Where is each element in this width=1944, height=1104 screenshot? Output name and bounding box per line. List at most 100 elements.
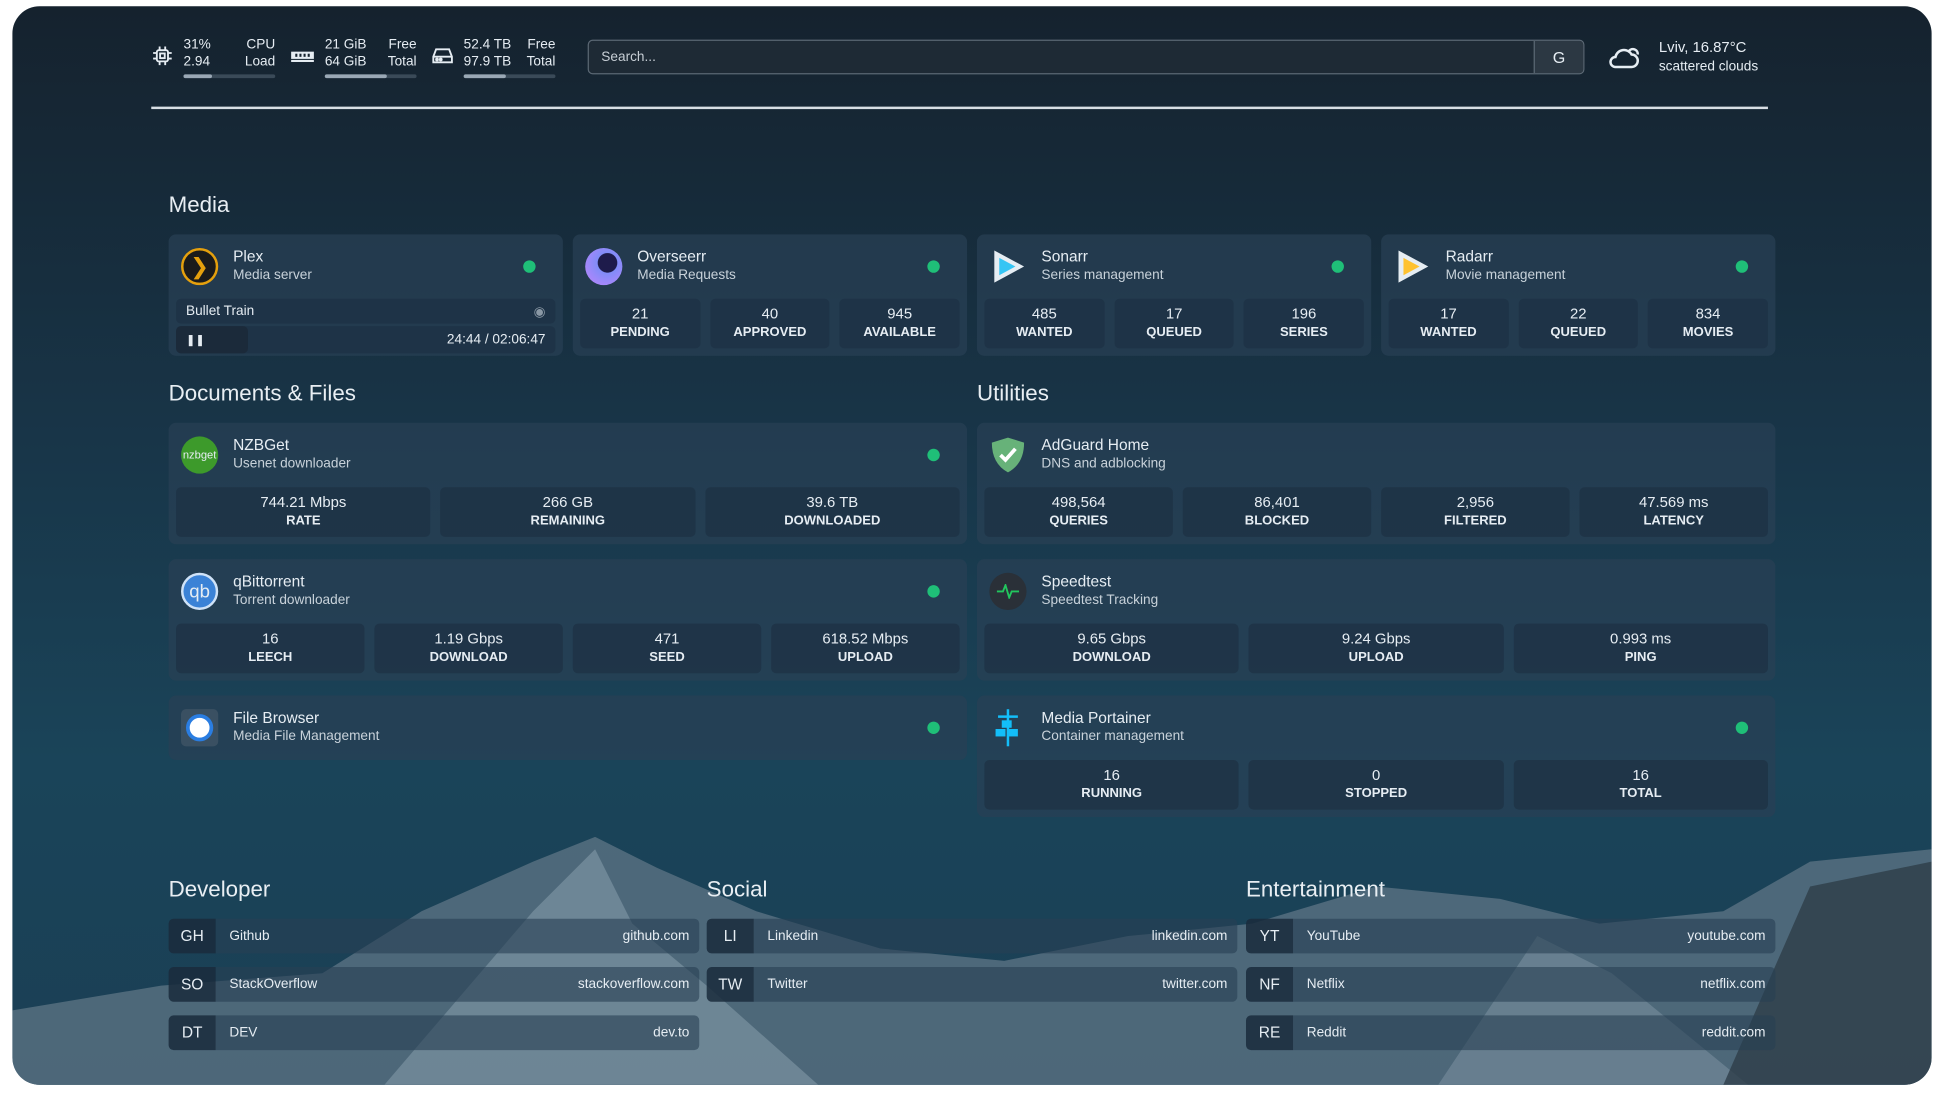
- weather-location: Lviv, 16.87°C: [1658, 38, 1747, 56]
- bookmark-github[interactable]: GH Github github.com: [168, 918, 700, 954]
- search-input[interactable]: [588, 40, 1532, 74]
- stat-label: LATENCY: [1643, 513, 1704, 529]
- stat-value: 16: [1103, 766, 1120, 784]
- stat-label: TOTAL: [1619, 786, 1662, 801]
- service-card-plex[interactable]: ❯ Plex Media server Bullet Train ◉ ❚❚ 24:44 /…: [168, 234, 563, 356]
- cpu-icon: [151, 44, 183, 70]
- weather-widget[interactable]: Lviv, 16.87°C scattered clouds: [1607, 37, 1758, 77]
- bookmark-linkedin[interactable]: LI Linkedin linkedin.com: [706, 918, 1238, 954]
- stat-value: 2,956: [1456, 493, 1494, 511]
- service-card-nzbget[interactable]: nzbget NZBGet Usenet downloader 744.21 Mbps…: [168, 422, 968, 545]
- now-playing[interactable]: Bullet Train ◉: [176, 298, 556, 324]
- service-name: Radarr: [1445, 247, 1493, 266]
- top-bar: 31% CPU 2.94 Load 21 GiB Free 64 GiB Total 52.4 …: [151, 31, 1768, 83]
- stat-label: WANTED: [1420, 324, 1477, 340]
- stat-queued: 17 QUEUED: [1114, 298, 1235, 349]
- bookmark-twitter[interactable]: TW Twitter twitter.com: [706, 967, 1238, 1002]
- bookmark-url: dev.to: [653, 1025, 690, 1041]
- memory-usage-bar: [324, 74, 417, 79]
- bookmark-abbr: GH: [168, 918, 216, 954]
- memory-label: Free: [388, 37, 417, 53]
- stat-label: RUNNING: [1081, 786, 1143, 801]
- stat-label: DOWNLOAD: [429, 649, 508, 665]
- stat-label: BLOCKED: [1244, 513, 1310, 529]
- bookmark-reddit[interactable]: RE Reddit reddit.com: [1245, 1015, 1776, 1051]
- bookmark-youtube[interactable]: YT YouTube youtube.com: [1245, 918, 1776, 954]
- stat-value: 196: [1291, 304, 1317, 323]
- service-name: Overseerr: [637, 247, 707, 266]
- stat-upload: 618.52 Mbps UPLOAD: [771, 623, 960, 674]
- stat-label: DOWNLOAD: [1072, 649, 1151, 665]
- stat-label: QUERIES: [1049, 513, 1108, 529]
- disk-icon: [431, 45, 463, 69]
- portainer-icon: [989, 709, 1041, 747]
- service-card-sonarr[interactable]: Sonarr Series management 485 WANTED 17 QUEUED…: [976, 234, 1372, 356]
- stat-series: 196 SERIES: [1243, 298, 1364, 349]
- stat-value: 40: [761, 304, 779, 323]
- stat-label: SERIES: [1279, 324, 1328, 340]
- bookmark-abbr: TW: [706, 967, 754, 1002]
- pulse-icon: [989, 572, 1041, 610]
- service-name: File Browser: [233, 709, 320, 727]
- status-dot: [927, 448, 940, 462]
- stat-label: AVAILABLE: [863, 324, 936, 340]
- stat-value: 834: [1695, 304, 1721, 323]
- bookmark-name: YouTube: [1306, 928, 1361, 944]
- service-name: AdGuard Home: [1041, 436, 1150, 454]
- bookmark-name: Github: [229, 928, 270, 944]
- bookmark-stackoverflow[interactable]: SO StackOverflow stackoverflow.com: [168, 967, 700, 1002]
- stat-queries: 498,564 QUERIES: [984, 487, 1173, 537]
- stat-label: WANTED: [1016, 324, 1073, 340]
- memory-icon: [290, 46, 325, 67]
- stat-value: 86,401: [1254, 493, 1300, 511]
- stat-queued: 22 QUEUED: [1518, 298, 1639, 349]
- pause-icon[interactable]: ❚❚: [185, 332, 205, 346]
- search-box[interactable]: Search... G: [587, 39, 1585, 75]
- service-card-qbittorrent[interactable]: qb qBittorrent Torrent downloader 16 LEECH 1.…: [168, 559, 968, 681]
- stat-value: 498,564: [1051, 493, 1106, 511]
- stat-approved: 40 APPROVED: [709, 298, 830, 349]
- service-card-adguard[interactable]: AdGuard Home DNS and adblocking 498,564 QUE…: [976, 422, 1776, 545]
- bookmark-netflix[interactable]: NF Netflix netflix.com: [1245, 967, 1776, 1002]
- cpu-label-2: Load: [244, 54, 276, 70]
- status-dot: [927, 260, 940, 273]
- stat-total: 16 TOTAL: [1513, 759, 1768, 810]
- stat-value: 945: [887, 304, 913, 323]
- transcode-icon: ◉: [533, 304, 546, 320]
- stat-label: SEED: [649, 649, 685, 665]
- bookmark-name: Reddit: [1306, 1025, 1347, 1041]
- stat-remaining: 266 GB REMAINING: [440, 487, 696, 537]
- service-card-radarr[interactable]: Radarr Movie management 17 WANTED 22 QUEUED 83…: [1381, 234, 1776, 356]
- playback-time: 24:44 / 02:06:47: [446, 332, 546, 348]
- service-card-overseerr[interactable]: Overseerr Media Requests 21 PENDING 40 APPROV…: [572, 234, 968, 356]
- service-card-filebrowser[interactable]: File Browser Media File Management: [168, 695, 968, 760]
- service-card-speedtest[interactable]: Speedtest Speedtest Tracking 9.65 Gbps DOWN…: [976, 559, 1776, 681]
- cloud-icon: [1609, 47, 1640, 69]
- search-provider-button[interactable]: G: [1533, 40, 1584, 74]
- memory-value: 21 GiB: [324, 37, 367, 53]
- service-description: Movie management: [1445, 267, 1566, 283]
- service-name: Media Portainer: [1041, 709, 1151, 727]
- stat-label: QUEUED: [1550, 324, 1607, 340]
- bookmark-abbr: SO: [168, 967, 216, 1002]
- service-description: Series management: [1041, 267, 1164, 283]
- bookmark-dev[interactable]: DT DEV dev.to: [168, 1015, 700, 1051]
- stat-blocked: 86,401 BLOCKED: [1182, 487, 1372, 537]
- stat-download: 1.19 Gbps DOWNLOAD: [374, 623, 563, 674]
- stat-value: 16: [1632, 766, 1649, 784]
- weather-description: scattered clouds: [1658, 59, 1759, 75]
- status-dot: [927, 585, 940, 598]
- stat-label: RATE: [286, 513, 321, 529]
- section-utilities: Utilities: [976, 380, 1049, 406]
- bookmark-abbr: NF: [1245, 967, 1294, 1002]
- stat-value: 47.569 ms: [1638, 493, 1709, 511]
- stat-movies: 834 MOVIES: [1648, 298, 1768, 349]
- bookmark-name: StackOverflow: [229, 976, 318, 992]
- radarr-icon: [1394, 248, 1446, 285]
- playback-progress[interactable]: ❚❚: [176, 326, 249, 354]
- overseerr-icon: [585, 247, 637, 286]
- service-card-portainer[interactable]: Media Portainer Container management 16 RUN…: [976, 695, 1776, 818]
- service-description: Speedtest Tracking: [1041, 592, 1159, 608]
- stat-latency: 47.569 ms LATENCY: [1579, 487, 1768, 537]
- service-description: Media File Management: [233, 729, 380, 744]
